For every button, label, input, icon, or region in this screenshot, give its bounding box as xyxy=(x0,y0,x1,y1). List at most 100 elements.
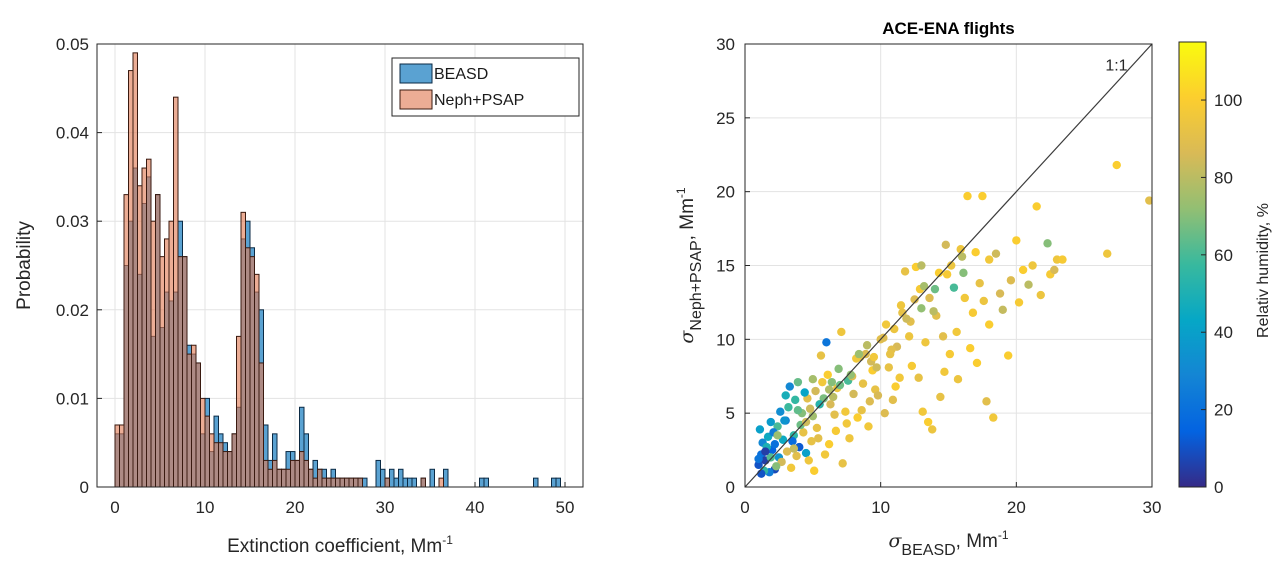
histogram-bar-neph-psap xyxy=(276,468,282,487)
histogram-bar-beasd xyxy=(555,477,561,487)
scatter-point xyxy=(979,296,988,306)
histogram-bar-neph-psap xyxy=(209,433,215,487)
histogram-x-tick-label: 0 xyxy=(110,498,119,517)
histogram-y-tick-label: 0.04 xyxy=(56,124,89,143)
scatter-point xyxy=(801,417,811,427)
scatter-point xyxy=(824,385,834,394)
scatter-point xyxy=(828,392,838,402)
scatter-point xyxy=(811,386,820,396)
scatter-point xyxy=(938,332,948,341)
scatter-point xyxy=(824,439,834,449)
scatter-point xyxy=(793,377,803,387)
histogram-bar-beasd xyxy=(443,468,449,487)
histogram-bar-neph-psap xyxy=(236,335,242,487)
histogram-bar-beasd xyxy=(398,468,404,487)
colorbar-tick-label: 80 xyxy=(1214,168,1233,187)
scatter-point xyxy=(858,379,868,388)
scatter-point xyxy=(914,373,923,382)
histogram-bar-beasd xyxy=(380,468,386,487)
histogram-y-tick-label: 0.05 xyxy=(56,35,89,54)
scatter-point xyxy=(827,377,837,387)
scatter-point xyxy=(786,463,796,473)
histogram-x-tick-label: 10 xyxy=(196,498,215,517)
scatter-x-tick-label: 0 xyxy=(740,498,749,517)
scatter-point xyxy=(949,283,959,292)
histogram-bar-neph-psap xyxy=(150,220,156,487)
histogram-bar-neph-psap xyxy=(267,468,273,487)
histogram-bar-neph-psap xyxy=(357,477,363,487)
scatter-point xyxy=(755,425,765,434)
scatter-point xyxy=(820,450,830,459)
scatter-point xyxy=(904,332,914,341)
scatter-point xyxy=(978,191,987,201)
scatter-point xyxy=(837,327,846,337)
scatter-point xyxy=(936,392,945,402)
histogram-bar-neph-psap xyxy=(290,459,296,487)
scatter-point xyxy=(834,364,843,374)
histogram-bar-beasd xyxy=(407,477,413,487)
histogram-bar-neph-psap xyxy=(312,477,318,487)
histogram-bar-neph-psap xyxy=(438,477,444,487)
histogram-bar-neph-psap xyxy=(204,415,210,487)
histogram-bar-neph-psap xyxy=(222,451,228,487)
scatter-y-tick-label: 0 xyxy=(726,478,735,497)
histogram-bar-neph-psap xyxy=(258,362,264,487)
histogram-bar-beasd xyxy=(479,477,485,487)
scatter-x-axis-label: σBEASD, Mm-1 xyxy=(888,528,1008,559)
histogram-bar-neph-psap xyxy=(177,256,183,487)
scatter-point xyxy=(841,407,850,416)
colorbar-tick-label: 60 xyxy=(1214,246,1233,265)
histogram-bar-neph-psap xyxy=(240,211,246,487)
histogram-chart: 0 10 20 30 40 50 0 0.01 0.02 0.03 0.04 0.05 Extinc… xyxy=(14,35,584,557)
histogram-bar-beasd xyxy=(402,477,408,487)
histogram-bar-neph-psap xyxy=(114,424,120,487)
histogram-bar-neph-psap xyxy=(195,362,201,487)
scatter-point xyxy=(957,252,967,261)
scatter-point xyxy=(1028,261,1037,270)
scatter-point xyxy=(1006,276,1016,285)
scatter-point xyxy=(956,245,965,254)
histogram-bar-neph-psap xyxy=(119,424,125,487)
scatter-point xyxy=(819,394,828,403)
histogram-bar-neph-psap xyxy=(272,459,278,487)
scatter-point xyxy=(1003,351,1013,360)
scatter-point xyxy=(968,308,978,317)
histogram-bar-neph-psap xyxy=(308,468,314,487)
scatter-point xyxy=(780,416,789,425)
scatter-point xyxy=(898,308,907,317)
scatter-y-tick-labels: 0 5 10 15 20 25 30 xyxy=(716,35,735,497)
scatter-point xyxy=(1058,255,1067,264)
histogram-bar-neph-psap xyxy=(294,459,300,487)
scatter-point xyxy=(975,279,984,288)
scatter-point xyxy=(1018,265,1028,275)
scatter-point xyxy=(826,400,835,409)
scatter-point xyxy=(959,268,968,278)
scatter-point xyxy=(849,389,858,399)
scatter-point xyxy=(918,407,927,416)
scatter-point xyxy=(873,391,883,400)
colorbar-gradient xyxy=(1178,41,1207,488)
scatter-point xyxy=(862,341,872,350)
scatter-point xyxy=(781,391,790,400)
colorbar: 0 20 40 60 80 100 Relativ humidity, % xyxy=(1178,41,1272,497)
scatter-point xyxy=(816,351,826,360)
scatter-point xyxy=(921,338,930,347)
scatter-point xyxy=(831,426,841,436)
histogram-y-tick-label: 0 xyxy=(80,478,89,497)
scatter-point xyxy=(808,375,818,384)
histogram-bar-beasd xyxy=(483,477,489,487)
scatter-point xyxy=(807,437,816,446)
histogram-x-tick-label: 50 xyxy=(556,498,575,517)
scatter-point xyxy=(865,397,875,406)
histogram-bar-neph-psap xyxy=(123,194,129,487)
scatter-point xyxy=(917,304,926,313)
histogram-bar-neph-psap xyxy=(339,477,345,487)
scatter-point xyxy=(902,314,911,323)
scatter-y-tick-label: 15 xyxy=(716,257,735,276)
scatter-point xyxy=(785,382,794,391)
scatter-point xyxy=(872,363,881,372)
colorbar-label: Relativ humidity, % xyxy=(1255,203,1272,338)
colorbar-tick-label: 20 xyxy=(1214,401,1233,420)
histogram-bar-neph-psap xyxy=(132,52,138,487)
scatter-point xyxy=(766,417,775,427)
